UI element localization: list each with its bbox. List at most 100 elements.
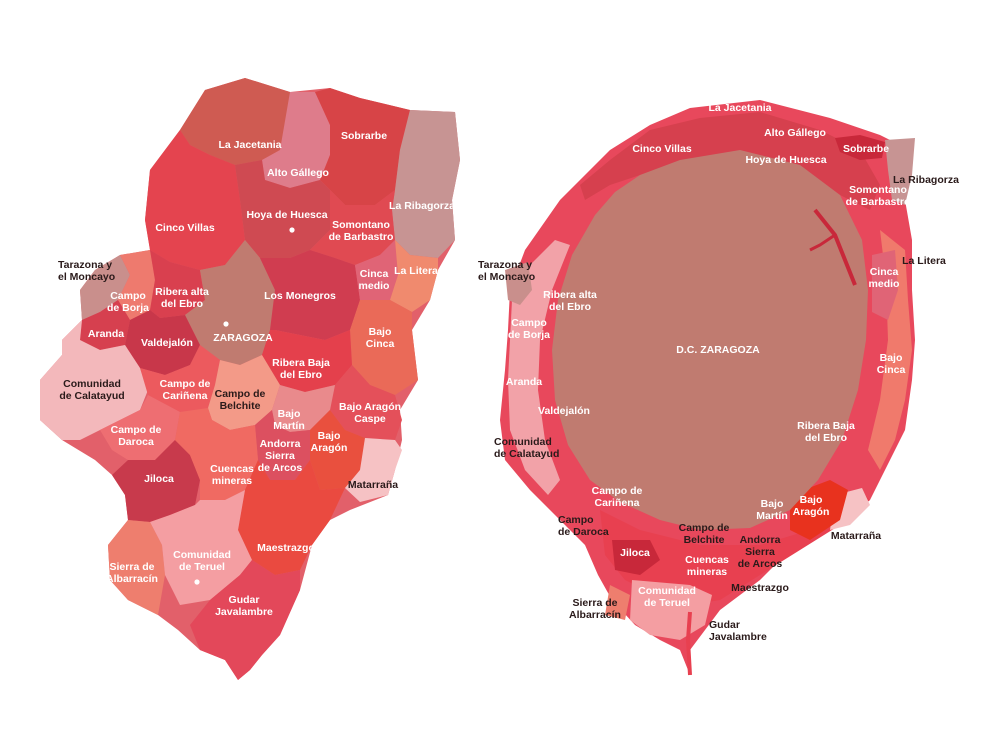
tendril-north-branch xyxy=(809,233,836,252)
left-label-bajo-aragon-caspe: Bajo Aragón Caspe xyxy=(339,401,401,425)
right-label-valdejalon: Valdejalón xyxy=(538,405,590,417)
region-teruel-r xyxy=(630,580,712,640)
region-carinena xyxy=(140,345,220,412)
left-label-andorra: Andorra Sierra de Arcos xyxy=(258,438,303,474)
region-cinca-medio-r xyxy=(872,250,898,320)
region-alto-gallego xyxy=(262,92,330,188)
right-label-ribera-alta: Ribera alta del Ebro xyxy=(543,289,597,313)
left-label-campo-carinena: Campo de Cariñena xyxy=(160,378,211,402)
labels-layer: La Jacetania Sobrarbe Alto Gállego La Ribag… xyxy=(58,102,959,643)
region-bajo-aragon xyxy=(310,410,365,490)
right-label-campo-daroca: Campo de Daroca xyxy=(558,514,609,538)
left-label-capital-label: ZARAGOZA xyxy=(213,332,273,344)
right-label-matarrana: Matarraña xyxy=(831,530,881,542)
region-valdejalon xyxy=(125,310,200,375)
region-la-ribagorza-r xyxy=(885,138,915,205)
right-label-ribera-baja: Ribera Baja del Ebro xyxy=(797,420,855,444)
region-aranda xyxy=(80,300,130,350)
right-label-la-litera: La Litera xyxy=(902,255,946,267)
left-label-cinca-medio: Cinca medio xyxy=(359,268,390,292)
left-label-comunidad-calatayud: Comunidad de Calatayud xyxy=(59,378,124,402)
region-ribera-baja xyxy=(262,330,352,392)
left-label-la-jacetania: La Jacetania xyxy=(218,139,281,151)
region-sobrarbe-r xyxy=(835,135,885,160)
region-tarazona xyxy=(80,255,130,320)
region-zaragoza xyxy=(185,240,275,365)
region-matarrana xyxy=(345,438,402,502)
left-label-cinco-villas: Cinco Villas xyxy=(155,222,214,234)
region-bajo-cinca xyxy=(350,300,418,395)
left-label-hoya-de-huesca: Hoya de Huesca xyxy=(246,209,327,221)
right-label-bajo-aragon: Bajo Aragón xyxy=(793,494,830,518)
region-cinco-villas xyxy=(145,130,245,270)
left-label-matarrana: Matarraña xyxy=(348,479,398,491)
left-label-ribera-alta: Ribera alta del Ebro xyxy=(155,286,209,310)
left-label-ribera-baja: Ribera Baja del Ebro xyxy=(272,357,330,381)
right-label-sierra-albarracin: Sierra de Albarracín xyxy=(569,597,621,621)
right-label-cinco-villas: Cinco Villas xyxy=(632,143,691,155)
region-gudar xyxy=(190,560,300,680)
left-label-los-monegros: Los Monegros xyxy=(264,290,336,302)
right-label-la-jacetania: La Jacetania xyxy=(708,102,771,114)
region-la-ribagorza xyxy=(392,110,460,258)
region-calatayud xyxy=(40,320,148,440)
right-label-sobrarbe: Sobrarbe xyxy=(843,143,889,155)
right-label-maestrazgo: Maestrazgo xyxy=(731,582,789,594)
right-label-jiloca: Jiloca xyxy=(620,547,650,559)
left-label-campo-de-borja: Campo de Borja xyxy=(107,290,149,314)
left-label-cuencas-mineras: Cuencas mineras xyxy=(210,463,254,487)
left-label-sierra-albarracin: Sierra de Albarracín xyxy=(106,561,158,585)
region-campo-de-borja xyxy=(118,250,155,320)
region-ribera-alta xyxy=(150,250,205,318)
right-label-hoya-de-huesca: Hoya de Huesca xyxy=(745,154,826,166)
right-label-andorra: Andorra Sierra de Arcos xyxy=(738,534,783,570)
left-label-jiloca: Jiloca xyxy=(144,473,174,485)
right-label-campo-de-borja: Campo de Borja xyxy=(508,317,550,341)
right-label-cinca-medio: Cinca medio xyxy=(869,266,900,290)
region-sobrarbe xyxy=(315,88,410,205)
capital-dot-teruel xyxy=(194,579,200,585)
region-albarracin xyxy=(108,520,165,615)
region-los-monegros xyxy=(260,250,360,340)
region-bajo-martin xyxy=(272,385,335,432)
region-cuencas-mineras xyxy=(175,408,258,500)
region-somontano xyxy=(310,190,395,265)
region-belchite xyxy=(208,355,280,430)
tendril-south xyxy=(685,611,692,676)
right-label-aranda: Aranda xyxy=(506,376,542,388)
region-jiloca-r xyxy=(612,540,660,575)
right-label-campo-belchite: Campo de Belchite xyxy=(679,522,730,546)
right-map-band-left xyxy=(508,240,570,495)
right-label-dc-zaragoza: D.C. ZARAGOZA xyxy=(676,344,760,356)
region-jiloca xyxy=(112,440,200,522)
right-label-campo-carinena: Campo de Cariñena xyxy=(592,485,643,509)
capital-dot-huesca xyxy=(289,227,295,233)
right-label-comunidad-teruel: Comunidad de Teruel xyxy=(638,585,696,609)
right-map-band-right xyxy=(868,230,912,470)
left-label-bajo-martin: Bajo Martín xyxy=(273,408,305,432)
left-label-tarazona: Tarazona y el Moncayo xyxy=(58,259,115,283)
right-label-alto-gallego: Alto Gállego xyxy=(764,127,826,139)
left-label-somontano: Somontano de Barbastro xyxy=(329,219,394,243)
region-teruel xyxy=(150,490,252,605)
region-dc-zaragoza xyxy=(552,150,868,530)
left-label-maestrazgo: Maestrazgo xyxy=(257,542,315,554)
left-label-campo-belchite: Campo de Belchite xyxy=(215,388,266,412)
left-map xyxy=(40,78,460,680)
region-albarracin-r xyxy=(605,585,630,620)
left-label-gudar: Gudar Javalambre xyxy=(215,594,273,618)
left-label-sobrarbe: Sobrarbe xyxy=(341,130,387,142)
region-andorra xyxy=(255,410,310,480)
left-label-bajo-aragon: Bajo Aragón xyxy=(311,430,348,454)
right-label-comunidad-calatayud: Comunidad de Calatayud xyxy=(494,436,559,460)
right-label-gudar: Gudar Javalambre xyxy=(709,619,767,643)
region-la-jacetania xyxy=(180,78,290,165)
right-label-la-ribagorza: La Ribagorza xyxy=(893,174,959,186)
tendril-north xyxy=(813,208,857,286)
region-hoya-de-huesca xyxy=(235,160,330,258)
region-bajo-aragon-r xyxy=(790,480,848,540)
right-label-bajo-martin: Bajo Martín xyxy=(756,498,788,522)
left-label-campo-daroca: Campo de Daroca xyxy=(111,424,162,448)
